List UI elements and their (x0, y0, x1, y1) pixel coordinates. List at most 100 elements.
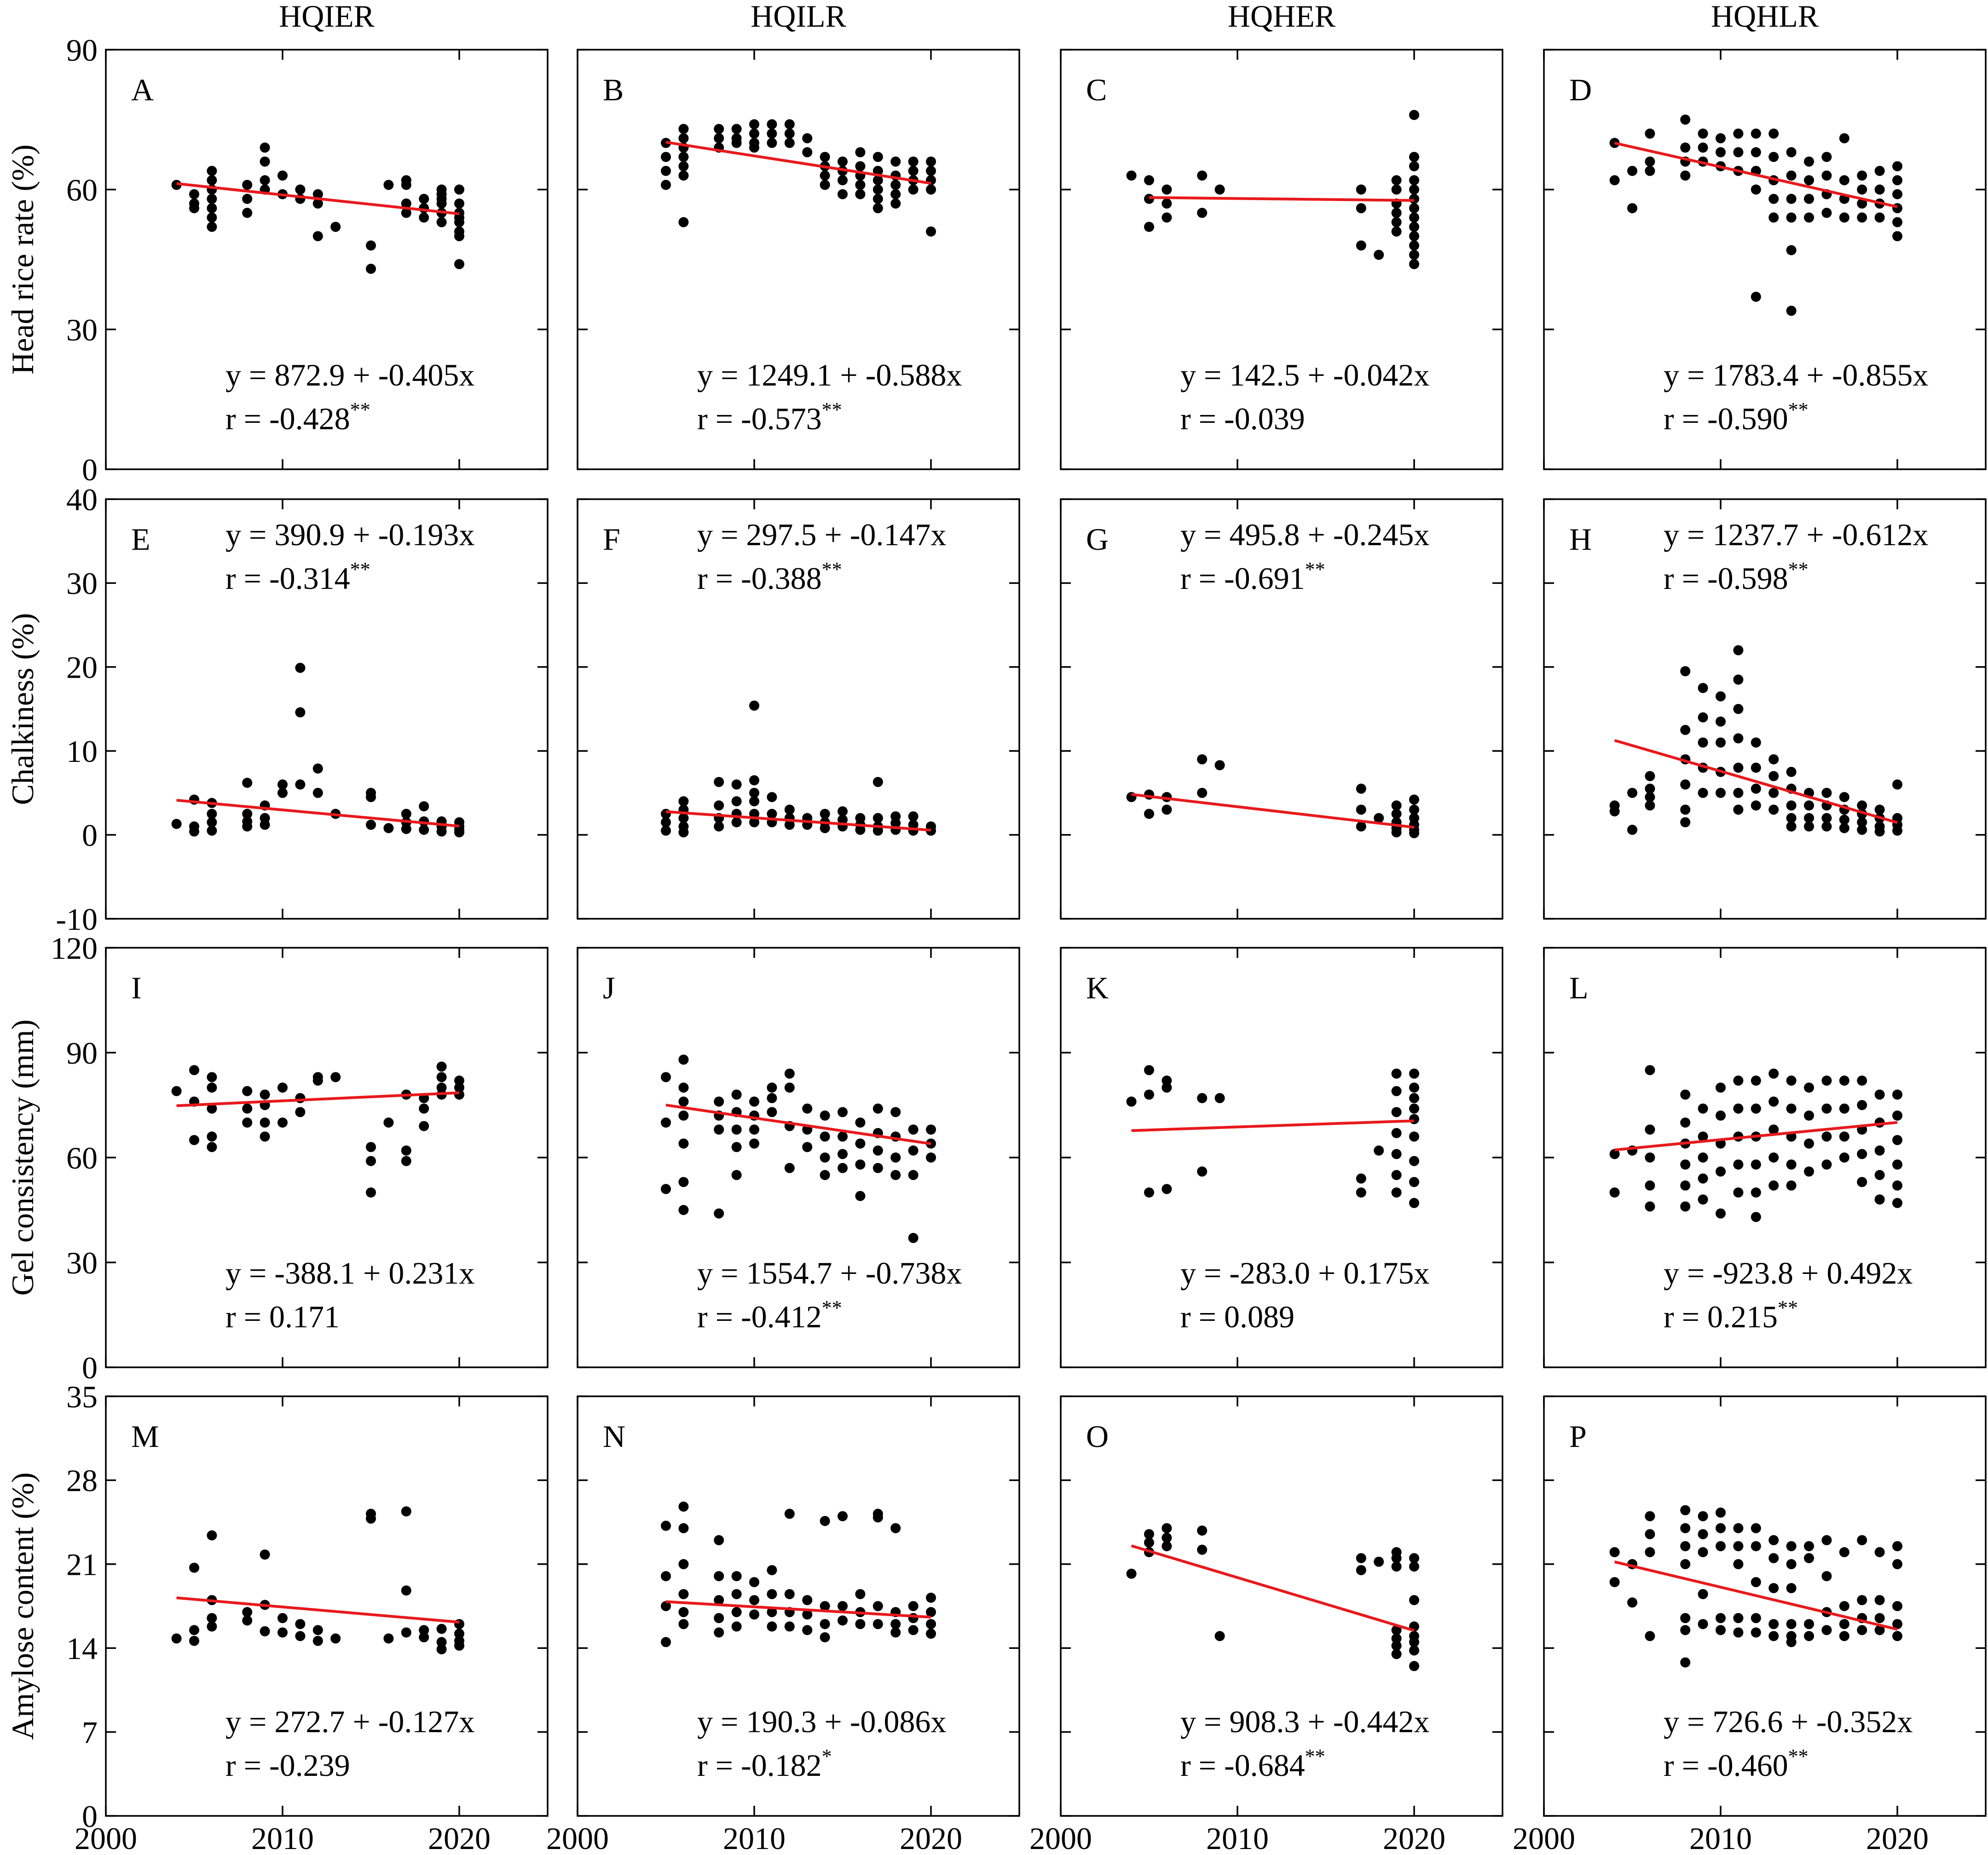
data-point (1162, 1541, 1172, 1551)
data-point (295, 1631, 306, 1642)
data-point (1391, 1068, 1402, 1079)
data-point (731, 1589, 742, 1599)
data-point (454, 259, 464, 270)
data-point (1645, 1124, 1655, 1135)
data-point (1804, 1619, 1814, 1630)
data-point (1144, 1529, 1154, 1539)
data-point (1821, 1103, 1832, 1114)
data-point (1804, 1541, 1814, 1551)
data-point (1716, 691, 1726, 702)
correlation-value: r = -0.590 (1664, 401, 1788, 436)
x-tick-label: 2000 (1029, 1821, 1092, 1855)
data-point (890, 198, 901, 209)
data-point (1356, 184, 1366, 195)
data-point (1197, 1544, 1208, 1555)
data-point (1627, 166, 1637, 176)
data-point (714, 1627, 724, 1638)
data-point (1680, 804, 1691, 815)
data-point (366, 1156, 376, 1166)
data-point (1821, 207, 1832, 218)
data-point (1409, 161, 1419, 172)
data-point (1733, 788, 1744, 798)
data-point (401, 198, 411, 209)
data-point (312, 231, 323, 242)
data-point (1627, 824, 1637, 835)
data-point (731, 796, 742, 807)
data-point (1751, 147, 1761, 157)
data-point (242, 1103, 253, 1114)
data-point (784, 1163, 795, 1173)
data-point (1892, 1180, 1902, 1191)
data-point (731, 1571, 742, 1581)
data-point (207, 825, 217, 836)
data-point (661, 166, 671, 176)
data-point (1786, 813, 1797, 824)
data-point (1716, 1613, 1726, 1624)
data-point (1874, 1595, 1885, 1605)
panel-letter: H (1569, 522, 1592, 557)
regression-equation: y = 1783.4 + -0.855x (1664, 357, 1928, 392)
y-tick-label: 30 (66, 312, 98, 347)
data-point (401, 179, 411, 190)
data-point (207, 194, 217, 204)
data-point (242, 207, 253, 218)
data-point (661, 179, 671, 190)
data-point (1680, 666, 1691, 676)
data-point (1409, 222, 1419, 232)
data-point (1162, 1532, 1172, 1543)
data-point (784, 1621, 795, 1632)
data-point (1716, 1110, 1726, 1121)
data-point (1857, 212, 1867, 223)
data-point (383, 1118, 394, 1128)
data-point (749, 1595, 759, 1605)
significance-marker: ** (1305, 558, 1325, 581)
data-point (1733, 1627, 1744, 1638)
data-point (1197, 788, 1208, 798)
data-point (189, 826, 199, 837)
data-point (312, 1072, 323, 1083)
correlation-value: r = -0.388 (697, 561, 822, 596)
correlation-value: r = -0.460 (1664, 1748, 1788, 1783)
data-point (1892, 1559, 1902, 1569)
data-point (1214, 760, 1225, 771)
data-point (855, 1159, 866, 1170)
data-point (312, 198, 323, 209)
data-point (1733, 147, 1744, 157)
data-point (1892, 1135, 1902, 1145)
data-point (802, 133, 813, 144)
data-point (207, 1131, 217, 1142)
data-point (1680, 1118, 1691, 1128)
data-point (189, 1065, 199, 1075)
data-point (802, 147, 813, 157)
data-point (1698, 1589, 1708, 1599)
data-point (1609, 1547, 1620, 1557)
panel-c: Cy = 142.5 + -0.042x r = -0.039 (1060, 49, 1503, 470)
data-point (207, 1072, 217, 1083)
data-point (926, 1607, 936, 1618)
data-point (926, 1592, 936, 1603)
data-point (661, 1601, 671, 1611)
data-point (1733, 1187, 1744, 1198)
regression-equation: y = 726.6 + -0.352x (1664, 1704, 1913, 1739)
correlation-coefficient: r = -0.573** (697, 398, 842, 436)
correlation-value: r = -0.314 (225, 561, 350, 596)
data-point (1892, 1619, 1902, 1630)
data-point (1144, 1065, 1154, 1075)
data-point (661, 825, 671, 836)
data-point (678, 796, 689, 807)
data-point (1716, 133, 1726, 144)
data-point (890, 1619, 901, 1630)
data-point (419, 1121, 429, 1131)
data-point (1857, 824, 1867, 835)
data-point (678, 1619, 689, 1630)
data-point (260, 1089, 270, 1100)
data-point (838, 1615, 848, 1626)
correlation-value: r = -0.598 (1664, 561, 1788, 596)
data-point (330, 222, 341, 232)
y-tick-label: 60 (66, 1141, 98, 1175)
data-point (436, 1061, 447, 1072)
data-point (1409, 1103, 1419, 1114)
row-ylabel-2: Gel consistency (mm) (5, 1020, 40, 1296)
data-point (1391, 1649, 1402, 1659)
data-point (1751, 783, 1761, 794)
